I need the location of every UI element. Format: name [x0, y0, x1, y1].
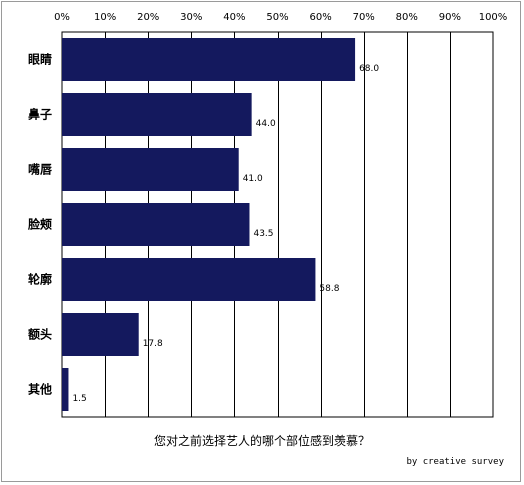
category-label: 其他	[28, 382, 52, 397]
category-label: 眼睛	[28, 52, 52, 67]
x-tick-label: 30%	[180, 12, 202, 23]
bar	[62, 203, 250, 246]
x-tick-label: 20%	[137, 12, 159, 23]
x-tick-label: 40%	[223, 12, 245, 23]
bar	[62, 148, 239, 191]
value-label: 43.5	[253, 229, 273, 239]
bar	[62, 258, 316, 301]
bar	[62, 368, 69, 411]
x-tick-label: 80%	[396, 12, 418, 23]
value-label: 68.0	[359, 64, 379, 74]
value-label: 44.0	[256, 119, 276, 129]
value-label: 17.8	[143, 339, 163, 349]
x-tick-label: 60%	[309, 12, 331, 23]
bar	[62, 93, 252, 136]
value-label: 1.5	[72, 394, 86, 404]
chart-question-label: 您对之前选择艺人的哪个部位感到羡慕？	[153, 434, 370, 448]
category-label: 轮廓	[28, 272, 52, 287]
category-label: 鼻子	[28, 107, 52, 122]
category-label: 额头	[28, 327, 52, 342]
x-tick-label: 10%	[94, 12, 116, 23]
category-label: 嘴唇	[28, 162, 53, 177]
x-tick-label: 0%	[54, 12, 70, 23]
value-label: 41.0	[243, 174, 263, 184]
bar	[62, 313, 139, 356]
x-tick-label: 70%	[353, 12, 375, 23]
x-tick-label: 50%	[266, 12, 288, 23]
x-tick-label: 90%	[439, 12, 461, 23]
category-label: 脸颊	[28, 217, 52, 232]
credit-text: by creative survey	[406, 457, 504, 467]
bar	[62, 38, 356, 81]
value-label: 58.8	[319, 284, 339, 294]
x-tick-label: 100%	[479, 12, 508, 23]
